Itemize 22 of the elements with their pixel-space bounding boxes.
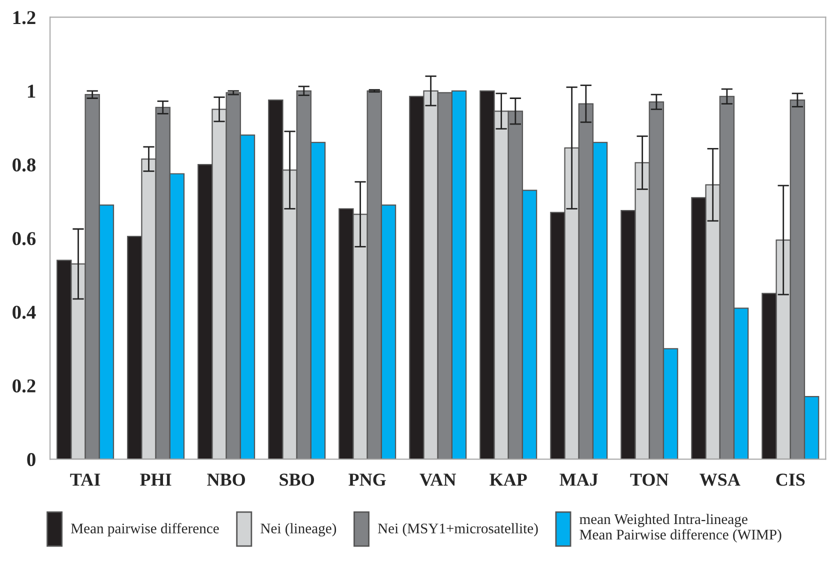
legend-label: Nei (lineage) xyxy=(260,523,336,536)
legend-label: Nei (MSY1+microsatellite) xyxy=(378,523,538,536)
x-tick-label: KAP xyxy=(490,474,527,486)
legend-label: Mean pairwise difference xyxy=(71,522,219,536)
x-tick-label: TON xyxy=(630,474,669,486)
y-tick-label: 1 xyxy=(28,84,36,98)
x-tick-label: WSA xyxy=(700,474,740,486)
y-tick-label: 0.2 xyxy=(12,379,36,393)
legend-label: mean Weighted Intra-lineage Mean Pairwise difference (WIMP) xyxy=(580,514,782,543)
x-tick-label: VAN xyxy=(420,474,456,486)
x-tick-label: MAJ xyxy=(560,474,598,486)
y-tick-label: 0.8 xyxy=(12,158,36,172)
x-tick-label: TAI xyxy=(70,474,100,486)
y-tick-label: 1.2 xyxy=(13,11,36,24)
y-tick-label: 0.6 xyxy=(12,232,36,246)
x-tick-label: CIS xyxy=(776,474,805,486)
x-tick-label: SBO xyxy=(280,474,314,486)
x-tick-label: PHI xyxy=(140,474,172,486)
x-tick-label: PNG xyxy=(348,474,386,486)
x-tick-label: NBO xyxy=(207,474,245,486)
y-tick-label: 0.4 xyxy=(12,306,36,319)
y-tick-label: 0 xyxy=(27,453,36,466)
